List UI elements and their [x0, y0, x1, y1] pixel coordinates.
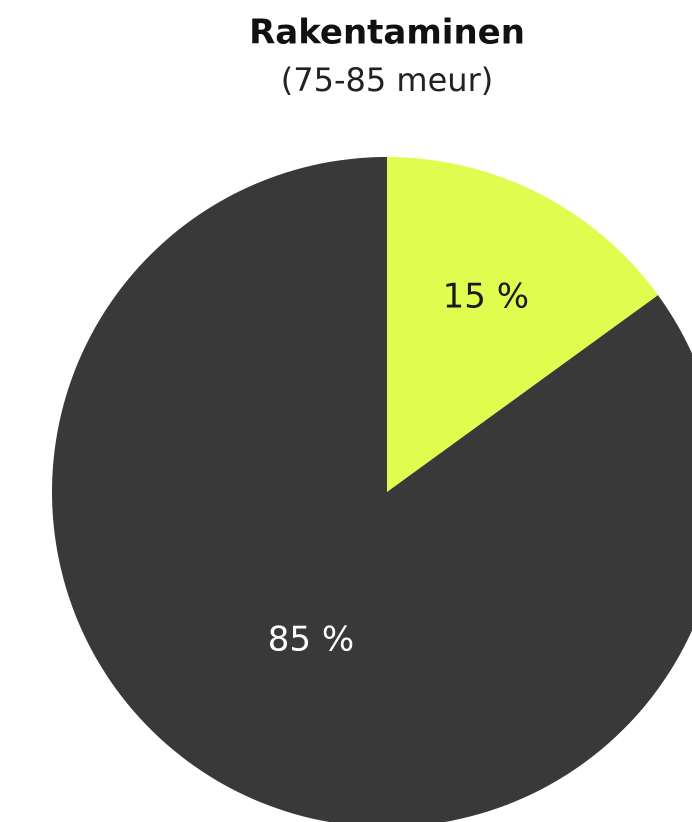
chart-title: Rakentaminen	[249, 13, 525, 53]
pie-slice	[387, 157, 659, 492]
slice-label: 85 %	[268, 620, 354, 660]
pie-slice	[52, 157, 692, 822]
slice-label: 15 %	[443, 276, 529, 316]
chart-subtitle: (75-85 meur)	[281, 61, 493, 99]
